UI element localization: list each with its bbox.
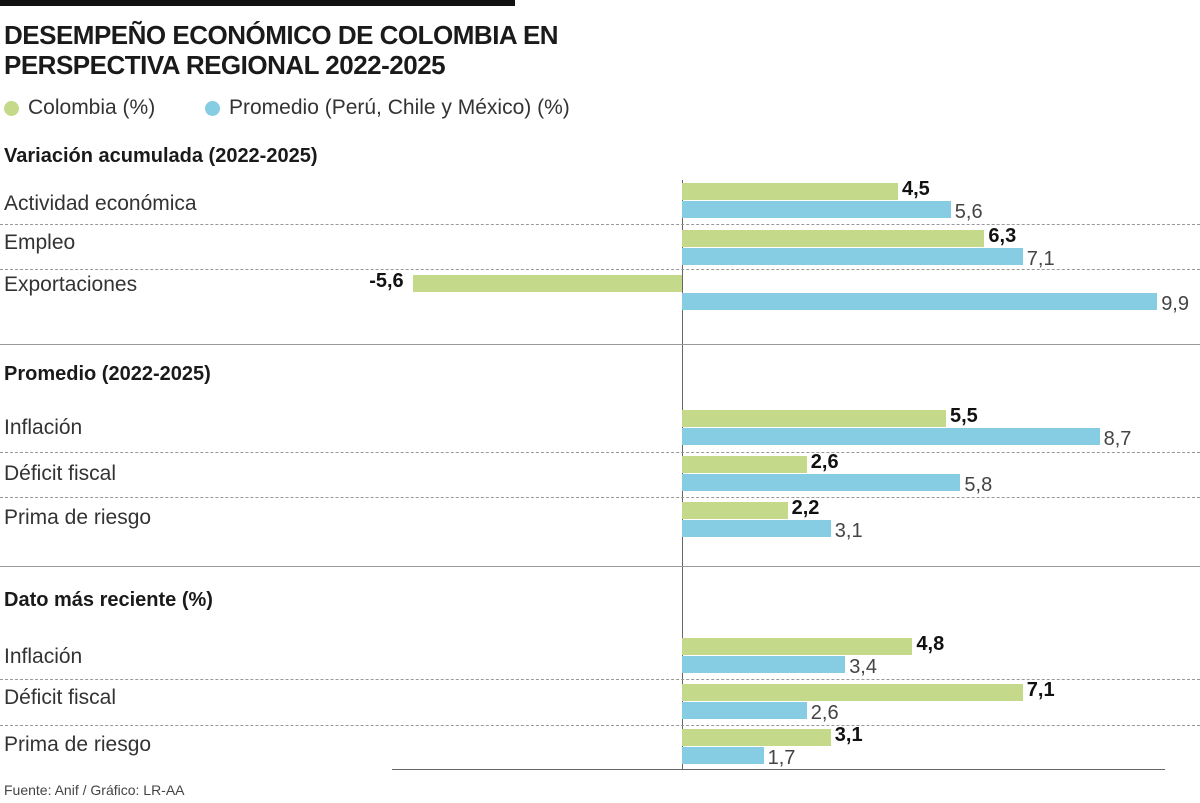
bar-colombia: [682, 729, 831, 746]
category-label: Déficit fiscal: [4, 686, 117, 709]
data-label: -5,6: [369, 270, 404, 292]
data-label: 6,3: [988, 225, 1017, 247]
data-label: 3,4: [849, 656, 877, 678]
data-label: 7,1: [1026, 248, 1055, 270]
data-label: 2,2: [791, 497, 820, 519]
source-note: Fuente: Anif / Gráfico: LR-AA: [4, 782, 185, 798]
row-divider: [0, 452, 1200, 453]
bar-colombia: [682, 456, 807, 473]
bar-colombia: [682, 638, 913, 655]
row-divider: [0, 269, 1200, 270]
legend-dot-icon: [4, 100, 19, 116]
category-label: Empleo: [4, 231, 76, 254]
bar-promedio: [682, 474, 961, 491]
row-divider: [0, 679, 1200, 680]
row-divider: [0, 224, 1200, 225]
data-label: 5,6: [954, 201, 983, 223]
bar-colombia: [682, 502, 788, 519]
bar-promedio: [682, 248, 1023, 265]
bar-promedio: [682, 428, 1100, 445]
category-label: Exportaciones: [4, 273, 138, 296]
bar-colombia: [682, 410, 946, 427]
section-heading: Variación acumulada (2022-2025): [4, 145, 318, 167]
category-label: Déficit fiscal: [4, 462, 117, 485]
section-divider: [0, 344, 1200, 345]
bar-colombia: [413, 275, 682, 292]
bar-promedio: [682, 702, 807, 719]
bar-colombia: [682, 684, 1023, 701]
bar-promedio: [682, 520, 831, 537]
legend-label: Promedio (Perú, Chile y México) (%): [229, 96, 570, 119]
top-rule: [0, 0, 515, 6]
data-label: 4,5: [902, 178, 930, 200]
legend-label: Colombia (%): [28, 96, 156, 119]
data-label: 9,9: [1161, 293, 1189, 315]
data-label: 5,8: [964, 474, 993, 496]
row-divider: [0, 497, 1200, 498]
bar-promedio: [682, 201, 951, 218]
chart-title: DESEMPEÑO ECONÓMICO DE COLOMBIA EN PERSP…: [4, 20, 559, 80]
bar-colombia: [682, 183, 898, 200]
category-label: Prima de riesgo: [4, 733, 152, 756]
legend-colombia: Colombia (%): [4, 96, 155, 120]
data-label: 1,7: [767, 747, 796, 769]
bar-promedio: [682, 747, 764, 764]
baseline: [392, 769, 1165, 770]
bar-promedio: [682, 293, 1158, 310]
data-label: 7,1: [1026, 679, 1055, 701]
data-label: 3,1: [834, 520, 863, 542]
section-heading: Dato más reciente (%): [4, 589, 213, 611]
category-label: Actividad económica: [4, 192, 197, 215]
data-label: 5,5: [950, 405, 978, 427]
data-label: 3,1: [834, 724, 863, 746]
bar-promedio: [682, 656, 846, 673]
legend-dot-icon: [205, 100, 220, 116]
bar-colombia: [682, 230, 985, 247]
section-heading: Promedio (2022-2025): [4, 363, 211, 385]
category-label: Prima de riesgo: [4, 506, 152, 529]
data-label: 4,8: [916, 633, 945, 655]
legend-promedio: Promedio (Perú, Chile y México) (%): [205, 96, 570, 120]
data-label: 8,7: [1103, 428, 1132, 450]
category-label: Inflación: [4, 645, 83, 668]
category-label: Inflación: [4, 416, 83, 439]
data-label: 2,6: [810, 702, 839, 724]
section-divider: [0, 566, 1200, 567]
row-divider: [0, 725, 1200, 726]
data-label: 2,6: [810, 451, 839, 473]
